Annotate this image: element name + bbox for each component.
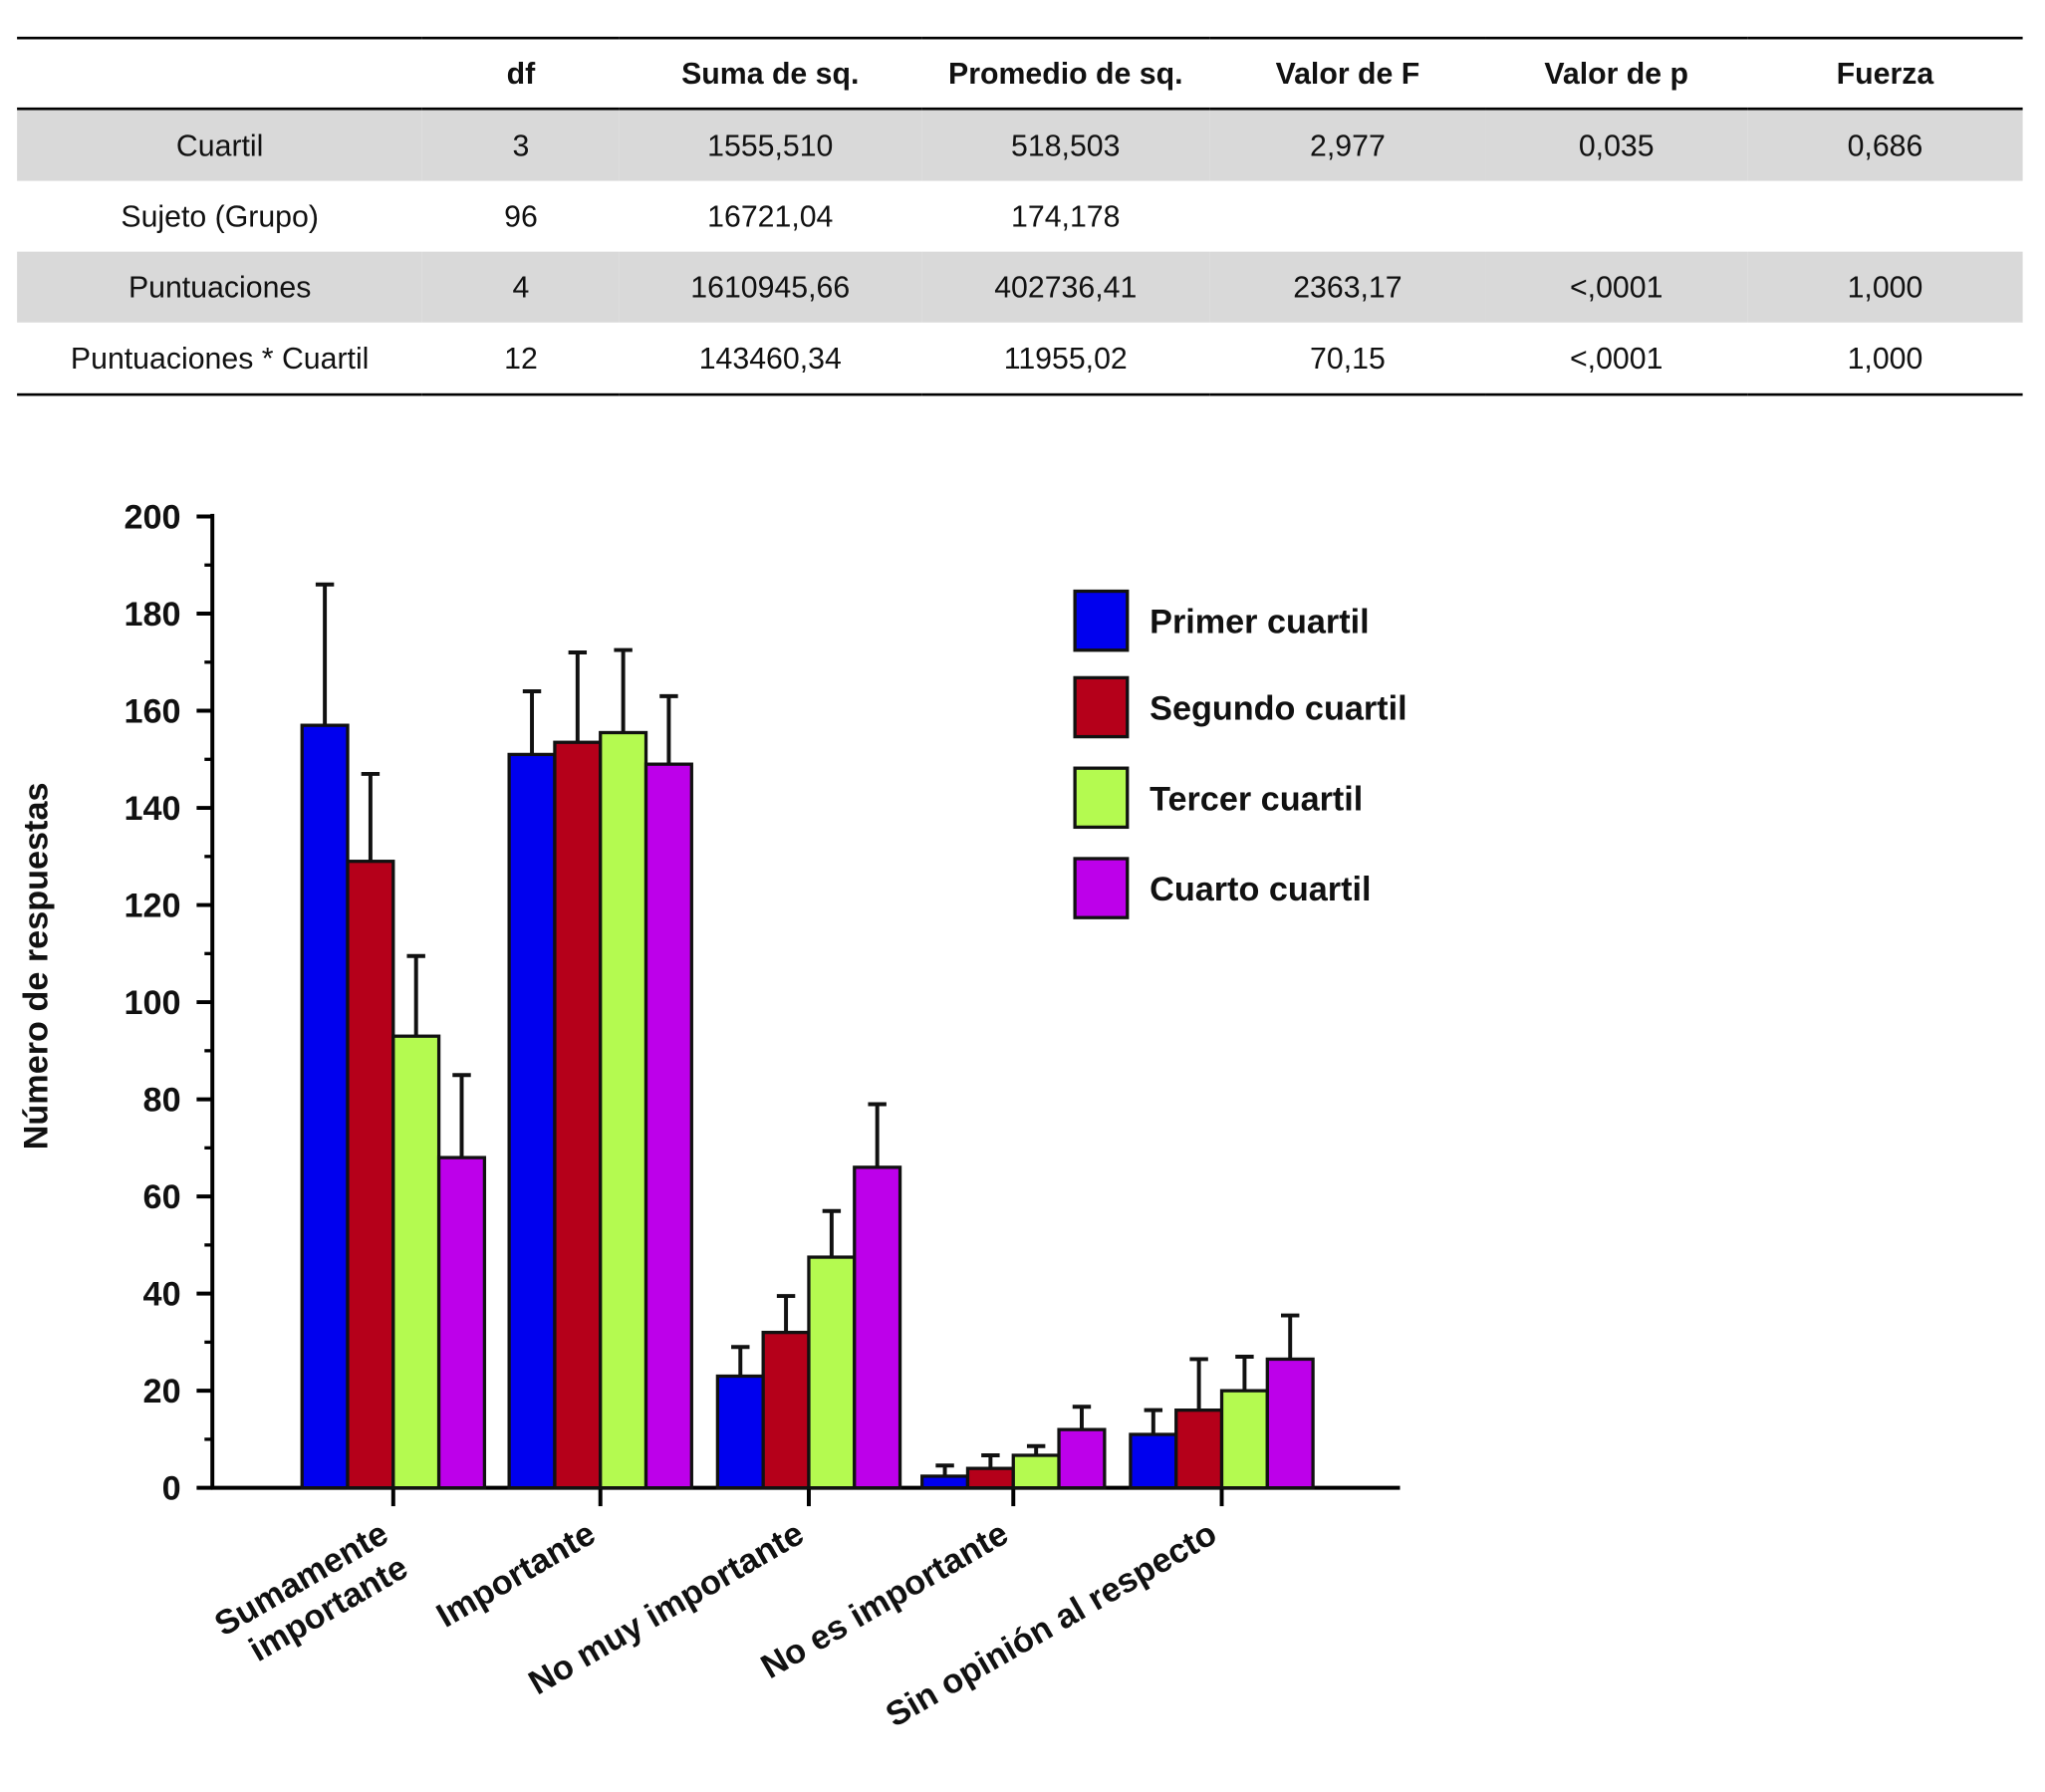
anova-table: df Suma de sq. Promedio de sq. Valor de F Va… bbox=[17, 36, 2023, 396]
bar bbox=[507, 752, 557, 1490]
x-tick-label: Importante bbox=[430, 1514, 602, 1635]
table-cell: 11955,02 bbox=[1003, 340, 1128, 375]
legend-item: Segundo cuartil bbox=[1073, 675, 1407, 739]
table-cell: 4 bbox=[422, 251, 620, 323]
table-cell: 1555,510 bbox=[619, 109, 921, 181]
legend-swatch bbox=[1073, 675, 1130, 739]
table-cell: 1,000 bbox=[1747, 251, 2023, 323]
legend-swatch bbox=[1073, 857, 1130, 919]
bar bbox=[553, 740, 603, 1490]
table-cell: 518,503 bbox=[920, 109, 1210, 181]
legend-label: Cuarto cuartil bbox=[1150, 871, 1371, 908]
y-axis-label: Número de respuestas bbox=[17, 783, 55, 1151]
table-cell: 402736,41 bbox=[920, 251, 1210, 323]
legend-item: Primer cuartil bbox=[1073, 589, 1370, 652]
legend-label: Primer cuartil bbox=[1150, 604, 1370, 641]
table-cell: 2363,17 bbox=[1209, 251, 1486, 323]
bar bbox=[300, 723, 350, 1490]
y-tick-label: 140 bbox=[125, 790, 181, 828]
bar bbox=[715, 1374, 765, 1490]
y-tick-label: 100 bbox=[125, 984, 181, 1022]
table-cell: <,0001 bbox=[1569, 340, 1663, 375]
y-tick-label: 160 bbox=[125, 692, 181, 730]
bar bbox=[807, 1255, 857, 1490]
column-header: Fuerza bbox=[1747, 38, 2023, 111]
y-tick-label: 40 bbox=[143, 1275, 181, 1313]
table-cell: 0,686 bbox=[1747, 109, 2023, 181]
table-cell: Puntuaciones bbox=[17, 251, 423, 323]
table-cell: 174,178 bbox=[1011, 198, 1121, 233]
table-row: Sujeto (Grupo) 96 16721,04 174,178 bbox=[17, 181, 2022, 252]
bar bbox=[1057, 1427, 1107, 1490]
column-header: Valor de F bbox=[1209, 38, 1486, 111]
bar bbox=[346, 860, 395, 1490]
column-header: Suma de sq. bbox=[619, 38, 921, 111]
bar bbox=[1011, 1453, 1061, 1490]
legend-item: Cuarto cuartil bbox=[1073, 857, 1371, 919]
bar bbox=[599, 730, 648, 1490]
bar bbox=[853, 1165, 902, 1490]
table-cell: Cuartil bbox=[17, 109, 423, 181]
bar bbox=[1129, 1432, 1178, 1490]
table-row: Cuartil 3 1555,510 518,503 2,977 0,035 0,686 bbox=[17, 109, 2023, 181]
table-cell: 12 bbox=[504, 340, 538, 375]
y-tick-label: 180 bbox=[125, 596, 181, 634]
legend-label: Tercer cuartil bbox=[1150, 780, 1363, 818]
table-cell: Sujeto (Grupo) bbox=[121, 198, 319, 233]
bar bbox=[965, 1466, 1015, 1490]
table-cell: Puntuaciones * Cuartil bbox=[70, 340, 370, 375]
table-cell: <,0001 bbox=[1485, 251, 1748, 323]
bar bbox=[761, 1330, 811, 1490]
bar bbox=[643, 762, 693, 1490]
table-cell: 3 bbox=[422, 109, 620, 181]
y-tick-label: 200 bbox=[125, 498, 181, 536]
table-cell: 70,15 bbox=[1310, 340, 1386, 375]
bar bbox=[1219, 1389, 1269, 1490]
y-tick-label: 0 bbox=[162, 1470, 181, 1508]
legend-swatch bbox=[1073, 589, 1130, 652]
y-tick-label: 80 bbox=[143, 1081, 181, 1119]
y-tick-label: 120 bbox=[125, 887, 181, 924]
column-header: Promedio de sq. bbox=[920, 38, 1210, 111]
column-header: df bbox=[422, 38, 620, 111]
column-header bbox=[17, 38, 423, 111]
y-tick-label: 60 bbox=[143, 1178, 181, 1216]
table-cell: 2,977 bbox=[1209, 109, 1486, 181]
table-cell: 1610945,66 bbox=[619, 251, 921, 323]
table-cell: 0,035 bbox=[1485, 109, 1748, 181]
table-row: Puntuaciones * Cuartil 12 143460,34 11955,0… bbox=[17, 323, 2022, 394]
table-cell: 1,000 bbox=[1847, 340, 1923, 375]
bar bbox=[1174, 1408, 1224, 1490]
column-header: Valor de p bbox=[1485, 38, 1748, 111]
bar bbox=[391, 1034, 441, 1490]
x-tick-label: Sumamenteimportante bbox=[208, 1514, 414, 1677]
table-row: Puntuaciones 4 1610945,66 402736,41 2363,17 <… bbox=[17, 251, 2023, 323]
legend-swatch bbox=[1073, 766, 1130, 830]
bar bbox=[1265, 1357, 1315, 1490]
table-cell: 96 bbox=[504, 198, 538, 233]
legend-label: Segundo cuartil bbox=[1150, 689, 1406, 727]
bar bbox=[436, 1155, 487, 1490]
y-tick-label: 20 bbox=[143, 1373, 181, 1410]
legend-item: Tercer cuartil bbox=[1073, 766, 1363, 830]
table-header-row: df Suma de sq. Promedio de sq. Valor de F Va… bbox=[17, 38, 2023, 111]
bar bbox=[920, 1474, 970, 1490]
x-tick-label: Sin opinión al respecto bbox=[880, 1514, 1223, 1734]
table-cell: 16721,04 bbox=[707, 198, 834, 233]
table-cell: 143460,34 bbox=[698, 340, 842, 375]
